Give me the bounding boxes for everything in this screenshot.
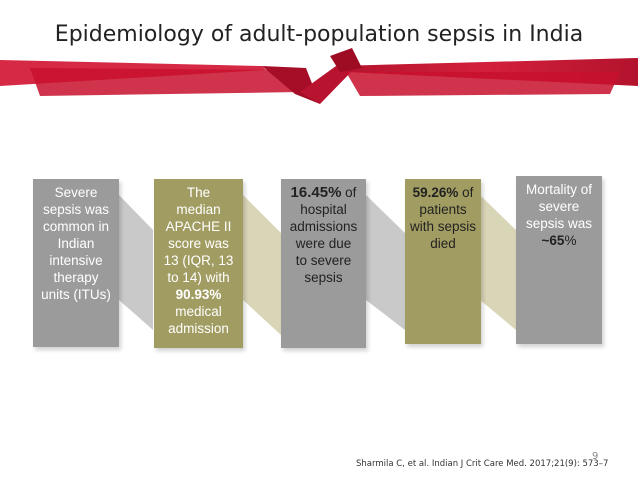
box-text: %: [564, 233, 577, 248]
stat-box-mortality-patients: 59.26% of patients with sepsis died: [405, 179, 481, 344]
page-number: 9: [592, 451, 599, 462]
box-text: medical admission: [168, 304, 229, 336]
stat-box-itu: Severe sepsis was common in Indian inten…: [33, 179, 119, 347]
stat-box-apache: The median APACHE II score was 13 (IQR, …: [154, 179, 243, 348]
box-text: patients with sepsis died: [409, 202, 477, 251]
red-ribbon-decoration: [0, 48, 638, 104]
slide-title: Epidemiology of adult-population sepsis …: [54, 22, 584, 47]
box-text: The median APACHE II score was 13 (IQR, …: [163, 185, 234, 285]
box-highlight: 59.26%: [412, 185, 459, 200]
box-highlight: 16.45%: [290, 184, 342, 201]
box-text: Severe sepsis was common in Indian inten…: [41, 185, 111, 302]
box-highlight: ~65: [541, 233, 565, 248]
box-highlight: 90.93%: [175, 287, 222, 302]
stat-box-mortality-rate: Mortality of severe sepsis was ~65%: [516, 176, 602, 344]
stat-box-admissions: 16.45% of hospital admissions were due t…: [281, 179, 366, 348]
box-text: of: [341, 185, 357, 200]
box-text: Mortality of severe sepsis was: [525, 182, 593, 231]
citation: Sharmila C, et al. Indian J Crit Care Me…: [356, 459, 609, 469]
box-text: of: [458, 185, 474, 200]
box-text: hospital admissions were due to severe s…: [289, 202, 358, 285]
